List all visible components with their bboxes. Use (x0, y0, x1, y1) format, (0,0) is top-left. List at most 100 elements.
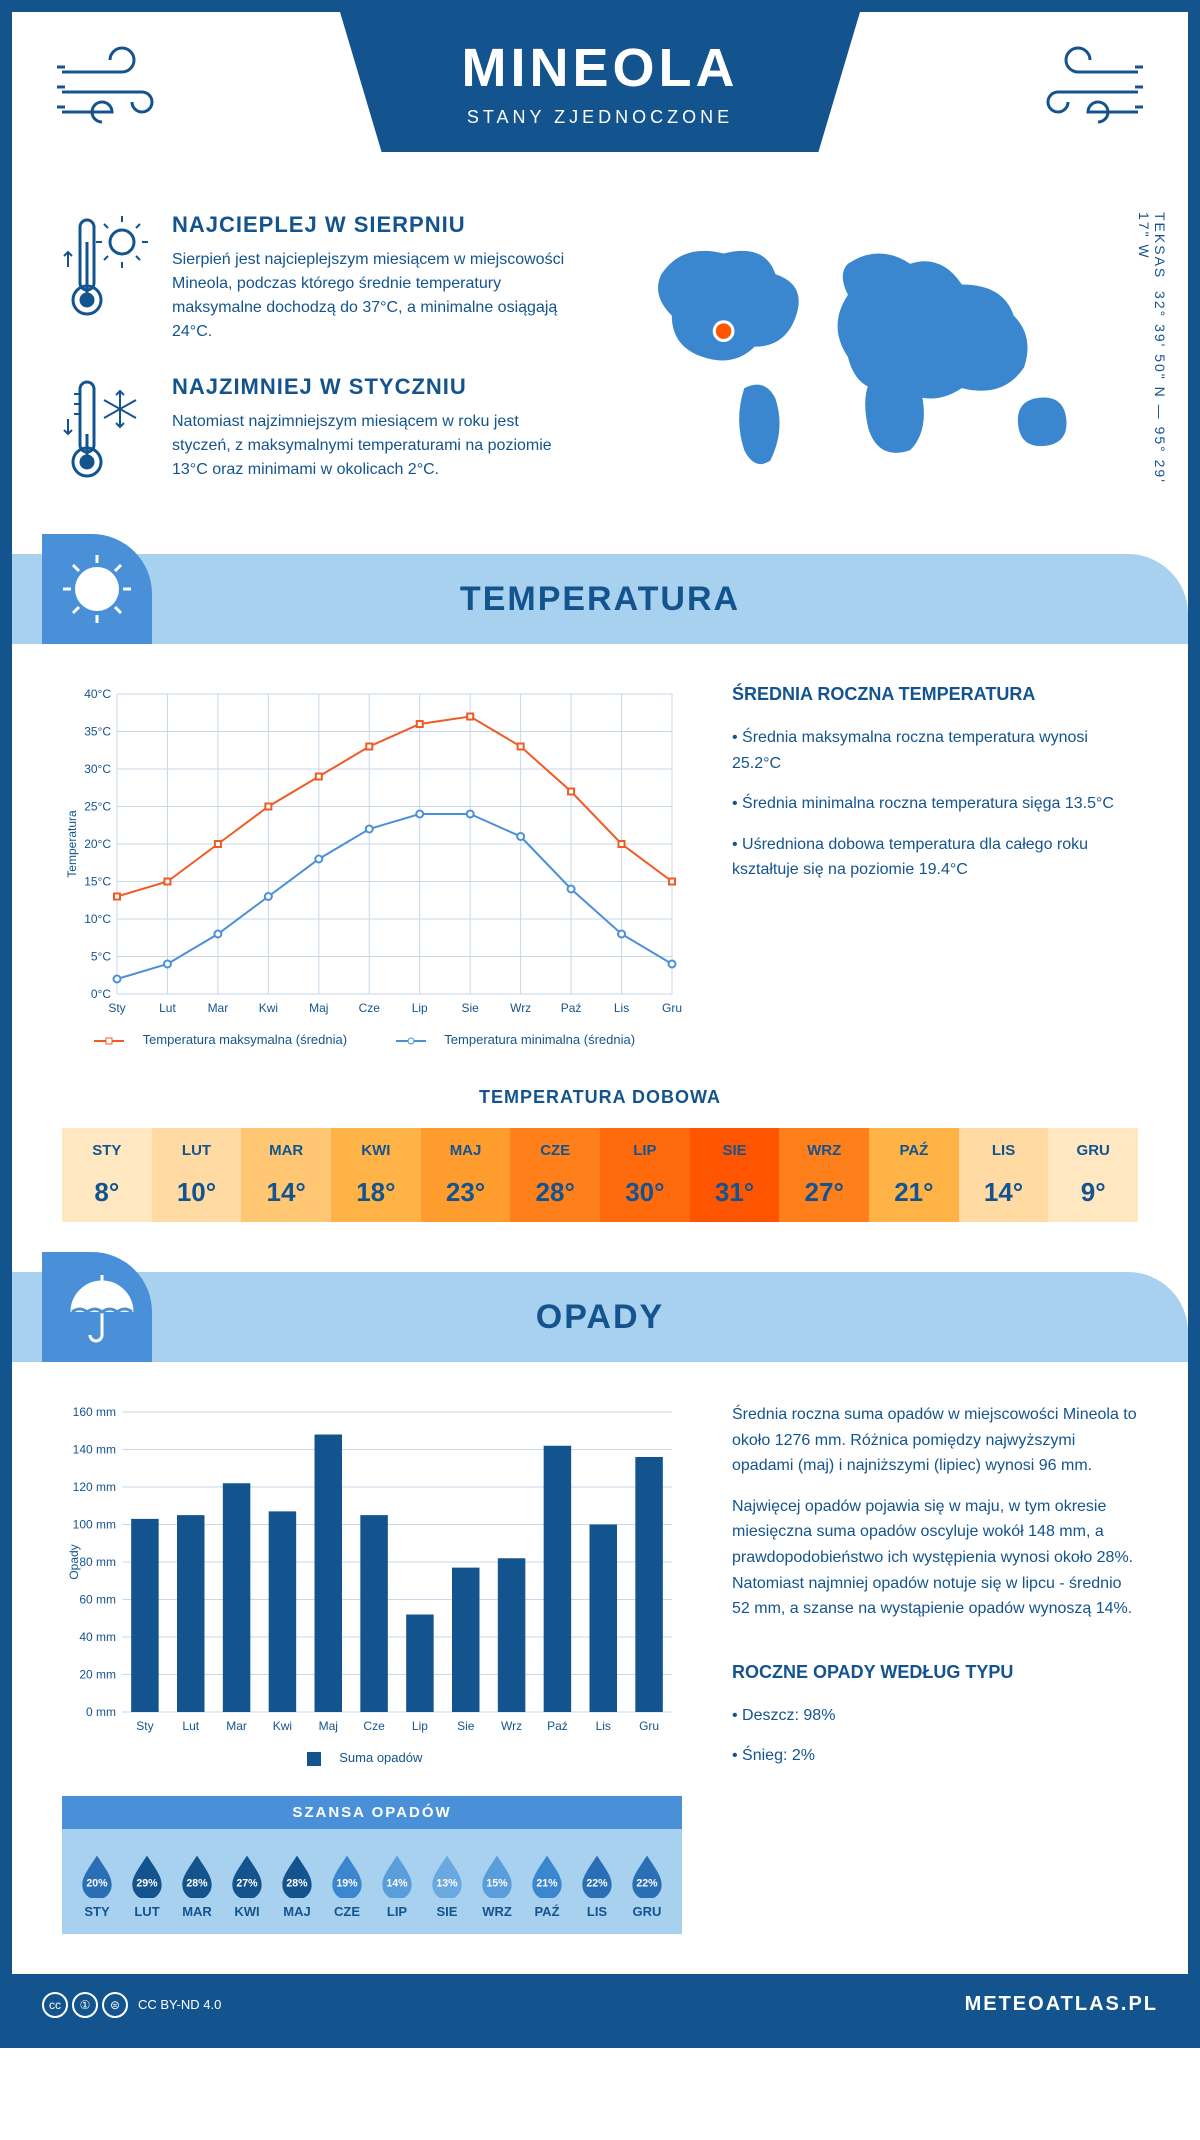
svg-text:20 mm: 20 mm (79, 1668, 116, 1682)
svg-text:35°C: 35°C (84, 725, 111, 739)
precipitation-chance-box: SZANSA OPADÓW 20%STY29%LUT28%MAR27%KWI28… (62, 1796, 682, 1934)
chance-drop: 28%MAJ (272, 1844, 322, 1919)
svg-text:Lip: Lip (412, 1719, 428, 1733)
svg-text:Cze: Cze (359, 1001, 381, 1015)
footer: cc①⊜ CC BY-ND 4.0 METEOATLAS.PL (12, 1974, 1188, 2036)
temp-cell: GRU9° (1048, 1128, 1138, 1222)
chance-drop: 14%LIP (372, 1844, 422, 1919)
svg-text:Lut: Lut (182, 1719, 199, 1733)
coordinates: TEKSAS 32° 39' 50" N — 95° 29' 17" W (1136, 212, 1168, 514)
svg-text:60 mm: 60 mm (79, 1593, 116, 1607)
svg-text:30°C: 30°C (84, 762, 111, 776)
sun-icon (42, 534, 152, 644)
temp-chart-legend: Temperatura maksymalna (średnia) Tempera… (62, 1032, 682, 1047)
temp-cell: LUT10° (152, 1128, 242, 1222)
svg-text:Gru: Gru (662, 1001, 682, 1015)
svg-text:Maj: Maj (309, 1001, 328, 1015)
section-header-rain: OPADY (12, 1272, 1188, 1362)
rain-summary: Średnia roczna suma opadów w miejscowośc… (732, 1402, 1138, 1934)
fact-hot-text: Sierpień jest najcieplejszym miesiącem w… (172, 248, 580, 344)
fact-coldest: NAJZIMNIEJ W STYCZNIU Natomiast najzimni… (62, 374, 580, 484)
chance-drop: 21%PAŹ (522, 1844, 572, 1919)
svg-text:13%: 13% (436, 1877, 458, 1889)
cc-icons: cc①⊜ (42, 1992, 128, 2018)
svg-text:22%: 22% (586, 1877, 608, 1889)
temp-cell: KWI18° (331, 1128, 421, 1222)
svg-text:Lip: Lip (412, 1001, 428, 1015)
section-title: TEMPERATURA (460, 580, 740, 619)
svg-text:28%: 28% (286, 1877, 308, 1889)
chance-drop: 29%LUT (122, 1844, 172, 1919)
thermometer-snow-icon (62, 374, 152, 484)
svg-text:120 mm: 120 mm (73, 1480, 116, 1494)
svg-text:Lis: Lis (596, 1719, 611, 1733)
svg-text:Sie: Sie (457, 1719, 475, 1733)
daily-temp-table: STY8°LUT10°MAR14°KWI18°MAJ23°CZE28°LIP30… (62, 1128, 1138, 1222)
svg-text:27%: 27% (236, 1877, 258, 1889)
svg-text:10°C: 10°C (84, 912, 111, 926)
precipitation-bar-chart: 0 mm 20 mm 40 mm 60 mm 80 mm 100 mm 120 mm 140 … (62, 1402, 682, 1742)
svg-text:14%: 14% (386, 1877, 408, 1889)
chance-drop: 13%SIE (422, 1844, 472, 1919)
temp-cell: STY8° (62, 1128, 152, 1222)
fact-cold-text: Natomiast najzimniejszym miesiącem w rok… (172, 410, 580, 482)
svg-text:Mar: Mar (208, 1001, 229, 1015)
world-map (620, 212, 1138, 481)
header-banner: MINEOLA STANY ZJEDNOCZONE (340, 12, 860, 152)
chance-drop: 19%CZE (322, 1844, 372, 1919)
chance-drop: 28%MAR (172, 1844, 222, 1919)
chance-drop: 27%KWI (222, 1844, 272, 1919)
svg-text:0°C: 0°C (91, 987, 111, 1001)
svg-text:5°C: 5°C (91, 950, 111, 964)
svg-text:Opady: Opady (67, 1544, 81, 1579)
city-title: MINEOLA (462, 37, 739, 99)
svg-text:100 mm: 100 mm (73, 1518, 116, 1532)
daily-temp-title: TEMPERATURA DOBOWA (62, 1087, 1138, 1108)
svg-text:25°C: 25°C (84, 800, 111, 814)
temp-summary: ŚREDNIA ROCZNA TEMPERATURA • Średnia mak… (732, 684, 1138, 1047)
svg-text:Sty: Sty (108, 1001, 125, 1015)
svg-text:0 mm: 0 mm (86, 1705, 116, 1719)
svg-text:Sty: Sty (136, 1719, 153, 1733)
svg-text:29%: 29% (136, 1877, 158, 1889)
svg-text:140 mm: 140 mm (73, 1443, 116, 1457)
svg-text:Kwi: Kwi (273, 1719, 292, 1733)
svg-text:Kwi: Kwi (259, 1001, 278, 1015)
chance-drop: 22%GRU (622, 1844, 672, 1919)
svg-text:40 mm: 40 mm (79, 1630, 116, 1644)
wind-icon (1018, 42, 1148, 142)
svg-text:19%: 19% (336, 1877, 358, 1889)
svg-text:Mar: Mar (226, 1719, 247, 1733)
country-subtitle: STANY ZJEDNOCZONE (467, 107, 733, 128)
chance-drop: 15%WRZ (472, 1844, 522, 1919)
temp-cell: PAŹ21° (869, 1128, 959, 1222)
site-logo: METEOATLAS.PL (965, 1993, 1158, 2016)
svg-text:160 mm: 160 mm (73, 1405, 116, 1419)
temp-cell: MAR14° (241, 1128, 331, 1222)
svg-text:Lis: Lis (614, 1001, 629, 1015)
cc-license: CC BY-ND 4.0 (138, 1997, 221, 2012)
svg-text:Gru: Gru (639, 1719, 659, 1733)
svg-text:20%: 20% (86, 1877, 108, 1889)
temp-cell: MAJ23° (421, 1128, 511, 1222)
temp-cell: LIP30° (600, 1128, 690, 1222)
svg-text:15%: 15% (486, 1877, 508, 1889)
svg-text:Paź: Paź (547, 1719, 568, 1733)
svg-text:22%: 22% (636, 1877, 658, 1889)
fact-hottest: NAJCIEPLEJ W SIERPNIU Sierpień jest najc… (62, 212, 580, 344)
header: MINEOLA STANY ZJEDNOCZONE (12, 12, 1188, 212)
section-header-temp: TEMPERATURA (12, 554, 1188, 644)
svg-text:Paź: Paź (561, 1001, 582, 1015)
fact-hot-title: NAJCIEPLEJ W SIERPNIU (172, 212, 580, 238)
svg-text:Cze: Cze (363, 1719, 385, 1733)
svg-text:20°C: 20°C (84, 837, 111, 851)
fact-cold-title: NAJZIMNIEJ W STYCZNIU (172, 374, 580, 400)
svg-text:Maj: Maj (319, 1719, 338, 1733)
temp-cell: LIS14° (959, 1128, 1049, 1222)
thermometer-sun-icon (62, 212, 152, 344)
svg-text:80 mm: 80 mm (79, 1555, 116, 1569)
temperature-line-chart: 0°C5°C10°C15°C20°C25°C30°C35°C40°CStyLut… (62, 684, 682, 1024)
rain-chart-legend: Suma opadów (62, 1750, 682, 1766)
temp-cell: CZE28° (510, 1128, 600, 1222)
svg-text:Lut: Lut (159, 1001, 176, 1015)
